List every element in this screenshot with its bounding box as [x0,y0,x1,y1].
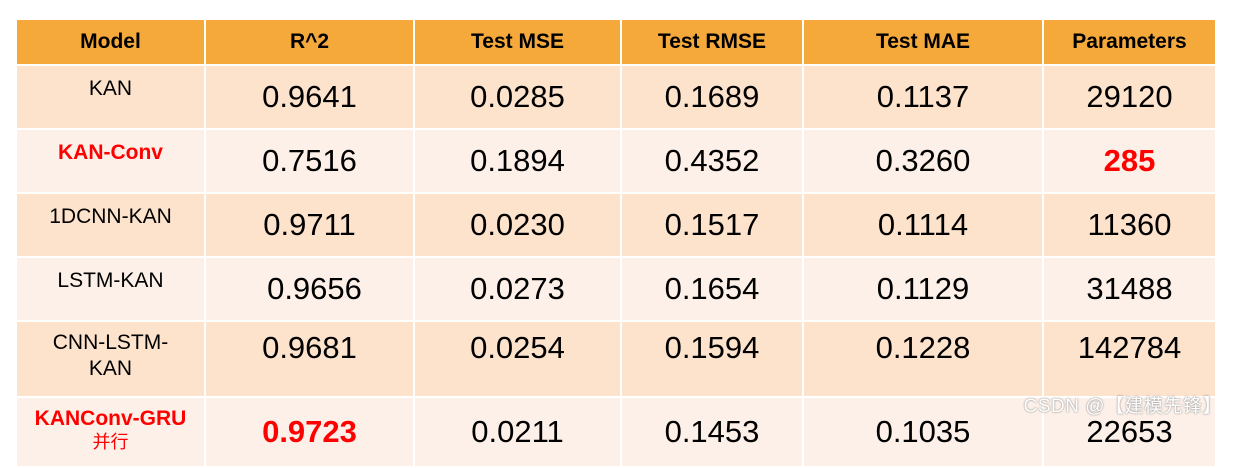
cell-params: 31488 [1042,256,1217,322]
model-name: KAN [88,77,133,100]
header-test-mse: Test MSE [413,18,622,66]
table-row: KAN-Conv 0.7516 0.1894 0.4352 0.3260 285 [15,128,1217,194]
header-r2: R^2 [204,18,415,66]
cell-mae: 0.1114 [802,192,1044,258]
cell-mae: 0.1137 [802,64,1044,130]
table-row: CNN-LSTM-KAN 0.9681 0.0254 0.1594 0.1228… [15,320,1217,398]
cell-rmse: 0.1453 [620,396,804,468]
cell-r2: 0.9711 [204,192,415,258]
cell-rmse: 0.4352 [620,128,804,194]
cell-params: 285 [1042,128,1217,194]
header-test-mae: Test MAE [802,18,1044,66]
cell-r2: 0.9723 [204,396,415,468]
model-name: KAN-Conv [58,141,163,164]
model-name: KANConv-GRU [34,407,187,430]
cell-model: 1DCNN-KAN [15,192,206,258]
watermark: CSDN @【建模先锋】 [1023,396,1222,417]
cell-r2: 0.9641 [204,64,415,130]
cell-r2: 0.9681 [204,320,415,398]
cell-model: KAN [15,64,206,130]
cell-mse: 0.0273 [413,256,622,322]
cell-params: 11360 [1042,192,1217,258]
cell-mse: 0.0254 [413,320,622,398]
cell-mse: 0.0285 [413,64,622,130]
cell-model: KAN-Conv [15,128,206,194]
cell-r2: 0.7516 [204,128,415,194]
cell-model: LSTM-KAN [15,256,206,322]
cell-rmse: 0.1594 [620,320,804,398]
cell-model: KANConv-GRU 并行 [15,396,206,468]
cell-r2: 0.9656 [204,256,415,322]
cell-params: 142784 [1042,320,1217,398]
cell-mse: 0.1894 [413,128,622,194]
header-model: Model [15,18,206,66]
table-header-row: Model R^2 Test MSE Test RMSE Test MAE Pa… [15,18,1217,66]
cell-model: CNN-LSTM-KAN [15,320,206,398]
model-name: CNN-LSTM-KAN [52,331,169,380]
model-name-cn: 并行 [92,432,129,453]
cell-rmse: 0.1517 [620,192,804,258]
table-row: LSTM-KAN 0.9656 0.0273 0.1654 0.1129 314… [15,256,1217,322]
cell-mae: 0.1129 [802,256,1044,322]
header-parameters: Parameters [1042,18,1217,66]
model-name: LSTM-KAN [57,269,164,292]
cell-mae: 0.1228 [802,320,1044,398]
cell-mae: 0.1035 [802,396,1044,468]
cell-mae: 0.3260 [802,128,1044,194]
table-row: KAN 0.9641 0.0285 0.1689 0.1137 29120 [15,64,1217,130]
cell-params: 29120 [1042,64,1217,130]
table-row: 1DCNN-KAN 0.9711 0.0230 0.1517 0.1114 11… [15,192,1217,258]
cell-mse: 0.0230 [413,192,622,258]
model-name: 1DCNN-KAN [49,205,172,228]
cell-rmse: 0.1654 [620,256,804,322]
header-test-rmse: Test RMSE [620,18,804,66]
cell-rmse: 0.1689 [620,64,804,130]
cell-mse: 0.0211 [413,396,622,468]
